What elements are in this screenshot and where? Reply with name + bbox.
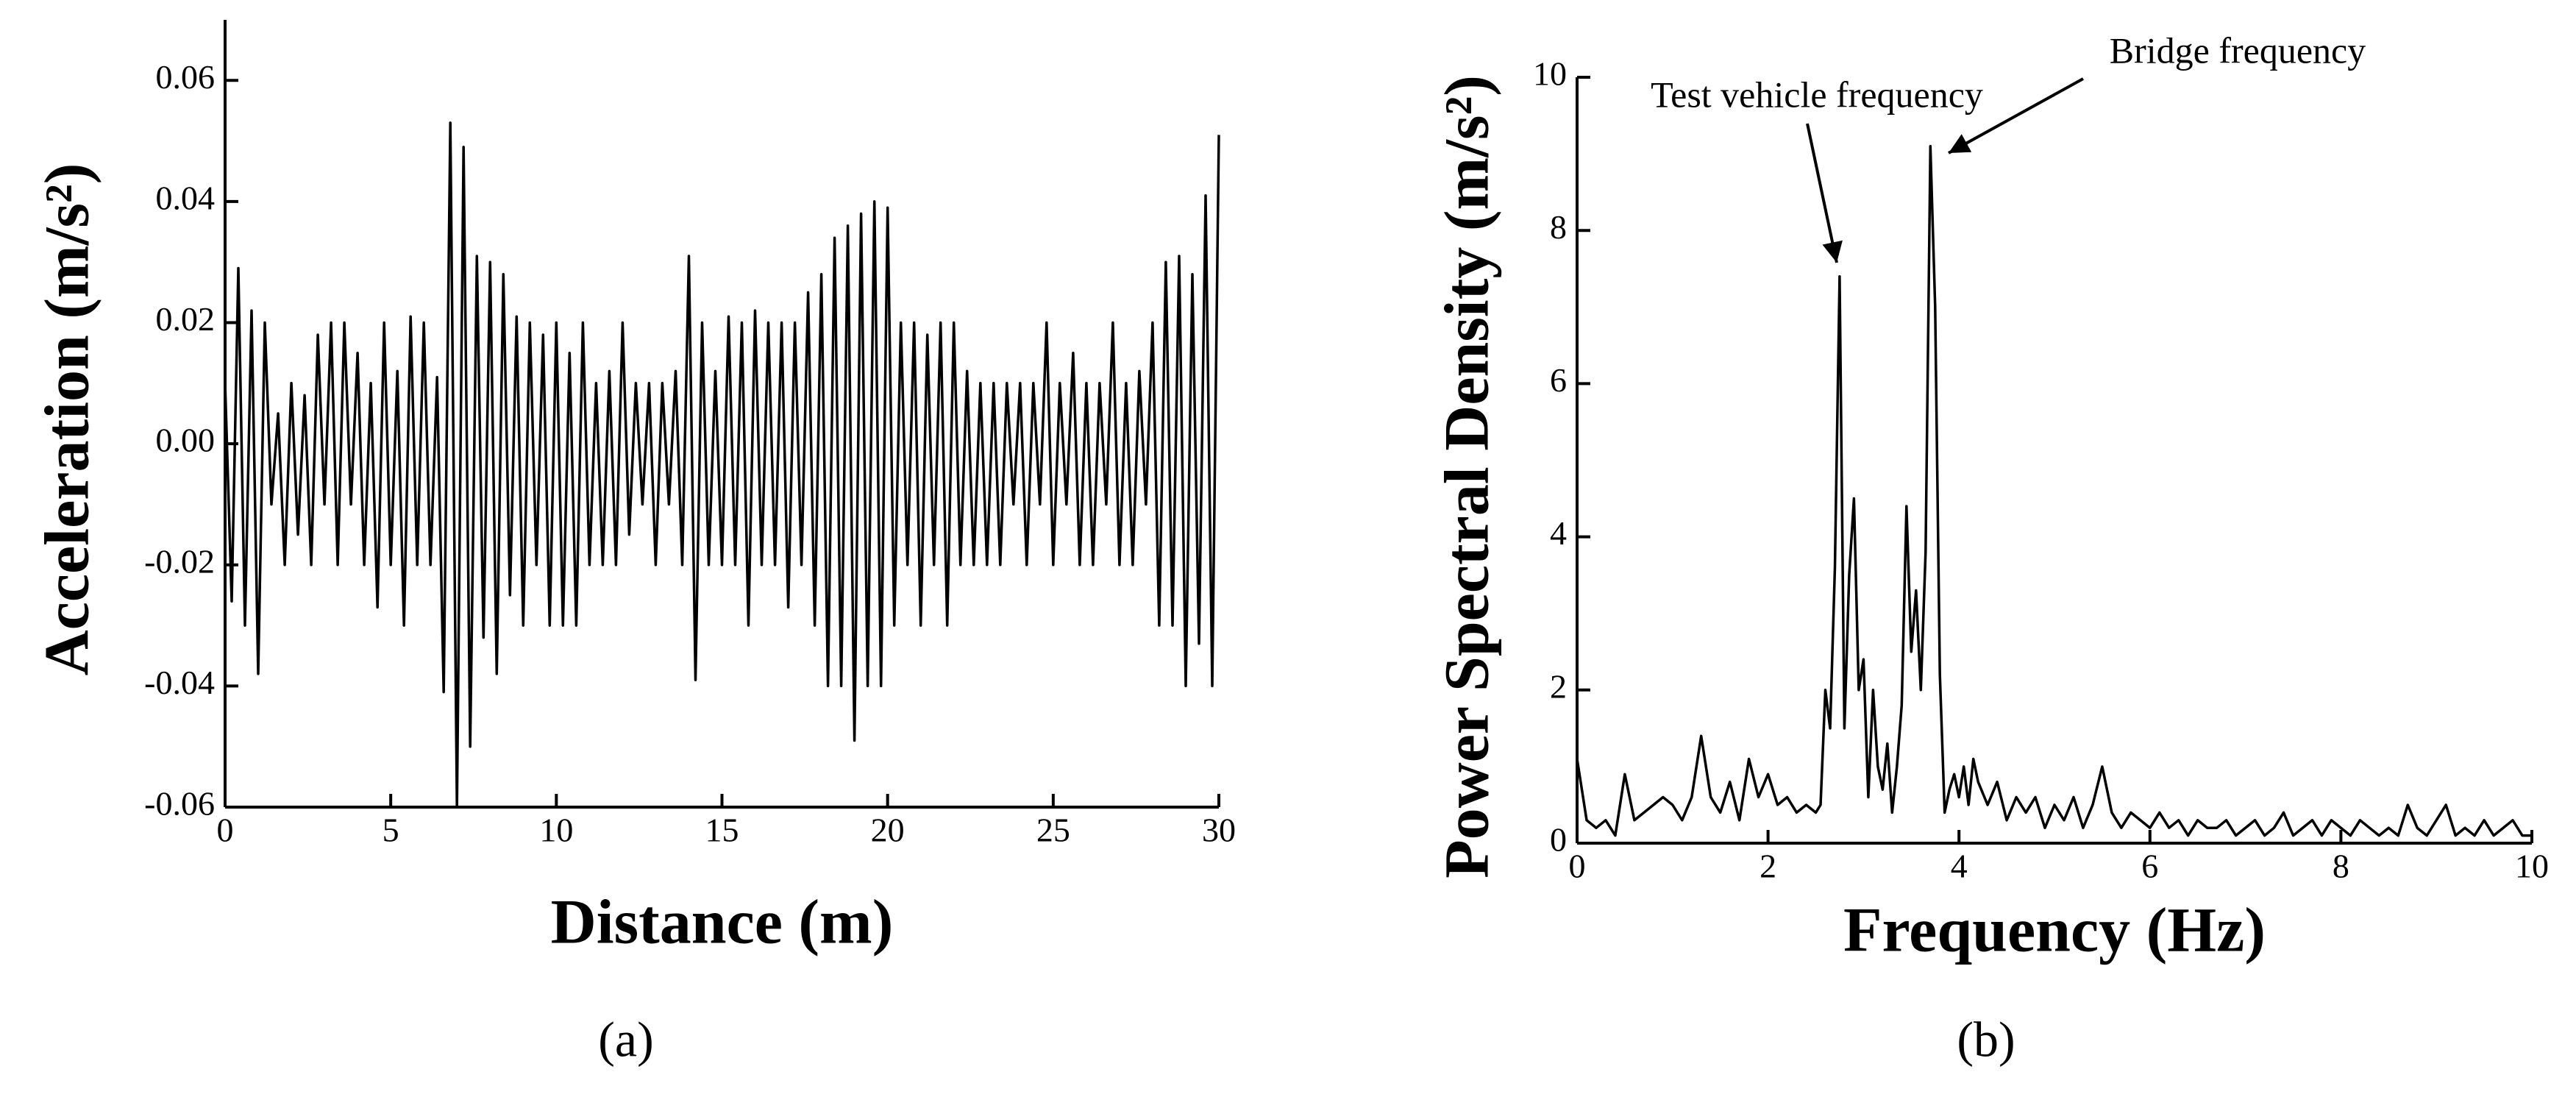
y-tick-label: 4 — [1550, 514, 1567, 552]
x-tick-label: 6 — [2141, 848, 2158, 885]
y-tick-label: 10 — [1533, 55, 1567, 93]
x-tick-label: 4 — [1951, 848, 1968, 885]
y-tick-label: 6 — [1550, 361, 1567, 399]
signal-line — [1576, 144, 2532, 837]
x-tick-label: 10 — [2515, 848, 2549, 885]
x-tick-label: 8 — [2333, 848, 2349, 885]
annotation-arrow — [1806, 123, 1843, 263]
y-tick-label: 8 — [1550, 208, 1567, 246]
x-axis-title: Frequency (Hz) — [1843, 895, 2266, 965]
x-tick-label: 2 — [1760, 848, 1776, 885]
y-axis-title: Acceleration (m/s²) — [32, 163, 102, 676]
y-tick-label: -0.04 — [144, 664, 215, 701]
y-tick-label: 0.06 — [156, 58, 216, 96]
x-tick-label: 10 — [539, 812, 573, 849]
x-tick-label: 0 — [1569, 848, 1586, 885]
x-axis-title: Distance (m) — [551, 887, 894, 957]
y-tick-label: 0 — [1550, 821, 1567, 859]
y-tick-label: 0.02 — [156, 300, 216, 338]
y-tick-label: -0.06 — [144, 785, 215, 823]
signal-line — [224, 121, 1220, 809]
x-tick-label: 15 — [705, 812, 739, 849]
annotation-arrow — [1948, 77, 2084, 155]
annotation: Test vehicle frequency — [1651, 74, 1983, 115]
x-tick-label: 5 — [383, 812, 399, 849]
x-tick-label: 30 — [1202, 812, 1236, 849]
y-axis-title: Power Spectral Density (m/s²) — [1431, 75, 1502, 878]
x-tick-label: 0 — [217, 812, 234, 849]
y-tick-label: 2 — [1550, 667, 1567, 705]
annotation: Bridge frequency — [2110, 29, 2366, 71]
y-tick-label: 0.00 — [156, 422, 216, 459]
y-tick-label: 0.04 — [156, 179, 216, 216]
x-tick-label: 20 — [871, 812, 905, 849]
caption: (a) — [598, 1012, 653, 1068]
y-tick-label: -0.02 — [144, 542, 215, 580]
x-tick-label: 25 — [1036, 812, 1070, 849]
caption: (b) — [1957, 1012, 2015, 1068]
